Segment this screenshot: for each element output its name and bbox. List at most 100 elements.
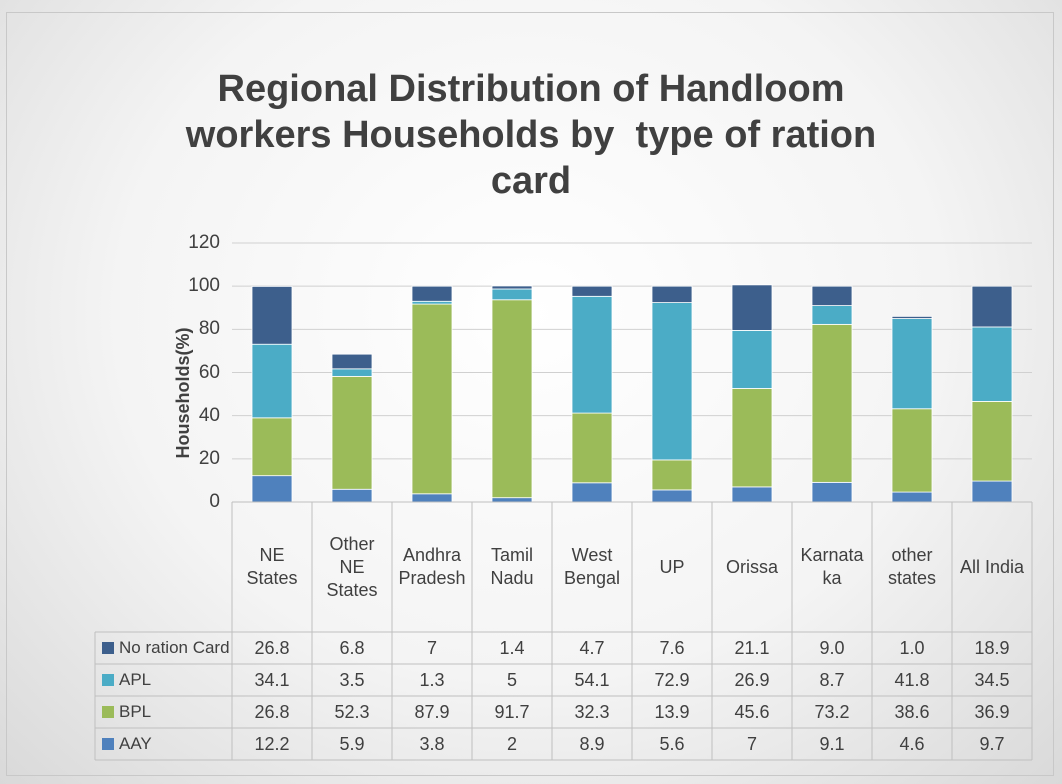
bar-segment [331, 375, 373, 490]
table-value: 5.6 [659, 733, 685, 754]
y-tick-label: 20 [198, 447, 220, 469]
table-value: 5.9 [339, 733, 365, 754]
bar-segment [971, 401, 1013, 482]
table-value: 73.2 [814, 701, 850, 722]
bar-segment [971, 326, 1013, 402]
bar-segment [891, 315, 933, 319]
legend-label: BPL [119, 702, 152, 721]
legend-label: No ration Card [119, 638, 230, 657]
bar-segment [811, 323, 853, 483]
bar-segment [651, 489, 693, 503]
table-value: 9.1 [819, 733, 845, 754]
bar-segment [251, 417, 293, 477]
bar-segment [571, 412, 613, 484]
table-value: 13.9 [654, 701, 690, 722]
table-value: 34.5 [974, 669, 1010, 690]
y-tick-label: 40 [198, 404, 220, 426]
bar-segment [411, 285, 453, 302]
legend-label: AAY [119, 734, 152, 753]
table-value: 8.9 [579, 733, 605, 754]
bar-segment [411, 303, 453, 495]
table-value: 1.4 [499, 637, 525, 658]
bar-segment [811, 481, 853, 503]
y-tick-label: 120 [188, 232, 220, 253]
legend-swatch [102, 706, 114, 718]
table-value: 54.1 [574, 669, 610, 690]
bar-segment [331, 353, 373, 370]
y-tick-label: 80 [198, 318, 220, 340]
bar-segment [491, 285, 533, 290]
bar-segment [891, 491, 933, 503]
table-value: 6.8 [339, 637, 365, 658]
bar-segment [731, 330, 773, 389]
bar-segment [411, 493, 453, 503]
bar-segment [891, 408, 933, 493]
bar-segment [571, 285, 613, 297]
table-value: 7 [746, 733, 757, 754]
bar-segment [491, 299, 533, 499]
table-value: 18.9 [974, 637, 1010, 658]
x-tick-label: Andhra Pradesh [398, 545, 466, 588]
table-value: 52.3 [334, 701, 370, 722]
x-tick-label: other states [887, 545, 937, 588]
bar-segment [411, 300, 453, 305]
bar-segment [891, 318, 933, 410]
table-value: 2 [506, 733, 517, 754]
table-value: 41.8 [894, 669, 930, 690]
y-tick-label: 60 [198, 361, 220, 383]
chart-frame [6, 12, 1054, 776]
bar-segment [971, 285, 1013, 328]
table-value: 26.8 [254, 637, 290, 658]
bar-segment [731, 486, 773, 503]
bar-segment [651, 459, 693, 491]
table-value: 38.6 [894, 701, 930, 722]
y-axis-title: Households(%) [172, 327, 193, 459]
table-value: 7.6 [659, 637, 685, 658]
table-value: 3.8 [419, 733, 445, 754]
table-value: 4.6 [899, 733, 925, 754]
legend-swatch [102, 738, 114, 750]
x-tick-label: Orissa [725, 556, 778, 577]
table-value: 21.1 [734, 637, 770, 658]
table-value: 32.3 [574, 701, 610, 722]
bar-segment [251, 285, 293, 345]
bar-segment [811, 305, 853, 325]
bar-segment [971, 480, 1013, 503]
table-value: 26.9 [734, 669, 770, 690]
x-tick-label: All India [959, 556, 1025, 577]
legend-label: APL [119, 670, 152, 689]
table-value: 87.9 [414, 701, 450, 722]
chart-title: Regional Distribution of Handloom worker… [185, 68, 887, 202]
table-value: 9.0 [819, 637, 845, 658]
x-tick-label: Karnataka [800, 545, 864, 588]
table-value: 36.9 [974, 701, 1010, 722]
x-tick-label: NE States [246, 545, 298, 588]
bar-segment [331, 368, 373, 377]
bar-segment [571, 295, 613, 414]
bar-segment [811, 285, 853, 306]
bar-segment [651, 302, 693, 461]
table-value: 72.9 [654, 669, 690, 690]
x-tick-label: Tamil Nadu [490, 545, 534, 588]
x-tick-label: West Bengal [563, 545, 621, 588]
table-value: 12.2 [254, 733, 290, 754]
x-tick-label: Other NE States [326, 533, 378, 600]
bar-segment [731, 388, 773, 488]
table-value: 9.7 [979, 733, 1005, 754]
table-value: 8.7 [819, 669, 845, 690]
table-value: 7 [426, 637, 437, 658]
legend-swatch [102, 642, 114, 654]
x-tick-label: UP [659, 556, 685, 577]
table-value: 1.3 [419, 669, 445, 690]
table-value: 4.7 [579, 637, 605, 658]
table-value: 1.0 [899, 637, 925, 658]
table-value: 91.7 [494, 701, 530, 722]
table-value: 26.8 [254, 701, 290, 722]
bar-segment [491, 288, 533, 301]
bar-segment [331, 488, 373, 503]
y-tick-label: 0 [209, 491, 220, 512]
bar-segment [651, 285, 693, 303]
bar-segment [251, 475, 293, 503]
